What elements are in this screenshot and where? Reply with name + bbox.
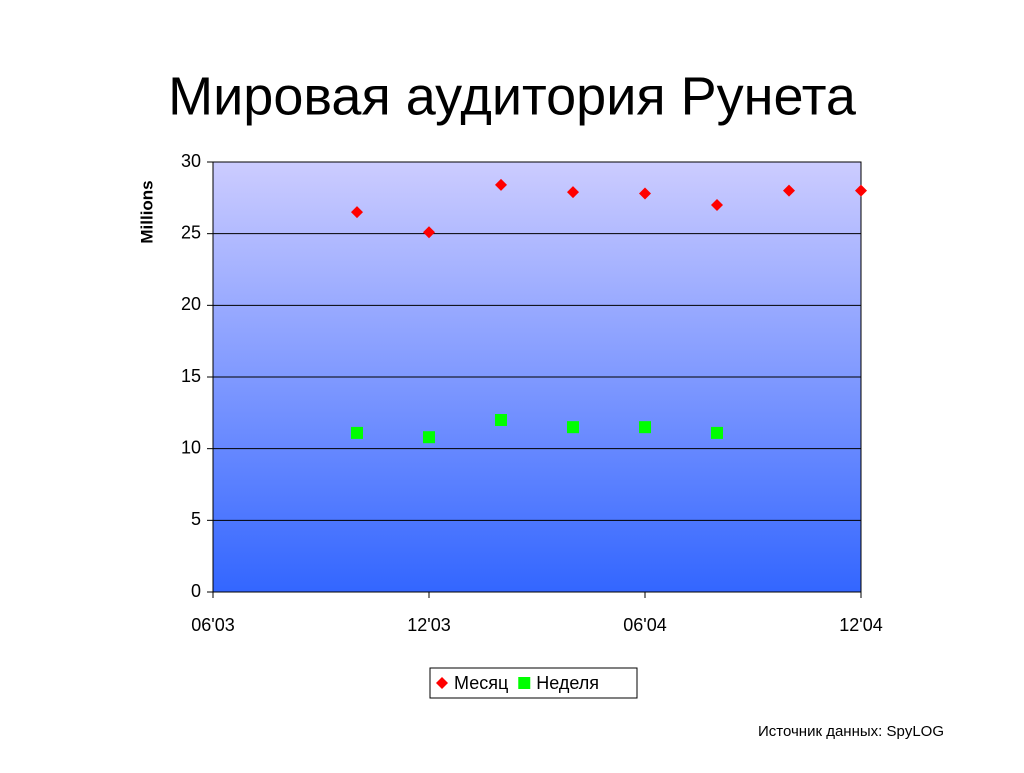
point xyxy=(423,226,435,239)
legend-label: Неделя xyxy=(536,673,599,693)
point xyxy=(567,421,579,434)
point xyxy=(423,431,435,444)
y-tick-label: 20 xyxy=(181,294,201,314)
point xyxy=(639,187,651,200)
point xyxy=(639,421,651,434)
chart-title: Мировая аудитория Рунета xyxy=(168,66,857,126)
y-tick-label: 5 xyxy=(191,509,201,529)
y-tick-label: 0 xyxy=(191,581,201,601)
point xyxy=(567,186,579,199)
x-tick-label: 06'04 xyxy=(623,615,666,635)
legend-label: Месяц xyxy=(454,673,508,693)
point xyxy=(855,184,867,197)
y-tick-label: 25 xyxy=(181,222,201,242)
y-tick-label: 30 xyxy=(181,151,201,171)
x-tick-label: 12'04 xyxy=(839,615,882,635)
y-tick-label: 10 xyxy=(181,437,201,457)
point xyxy=(783,184,795,197)
point xyxy=(711,199,723,211)
point xyxy=(351,426,363,439)
legend-marker xyxy=(436,677,448,689)
legend-marker xyxy=(518,677,531,689)
y-axis-title: Millions xyxy=(137,180,156,243)
x-tick-label: 12'03 xyxy=(407,615,450,635)
legend-box xyxy=(429,667,638,699)
point xyxy=(711,426,723,439)
y-tick-label: 15 xyxy=(181,366,201,386)
point xyxy=(495,414,507,426)
x-tick-label: 06'03 xyxy=(191,615,234,635)
point xyxy=(351,206,363,219)
point xyxy=(495,178,507,191)
source-note: Источник данных: SpyLOG xyxy=(758,723,944,740)
